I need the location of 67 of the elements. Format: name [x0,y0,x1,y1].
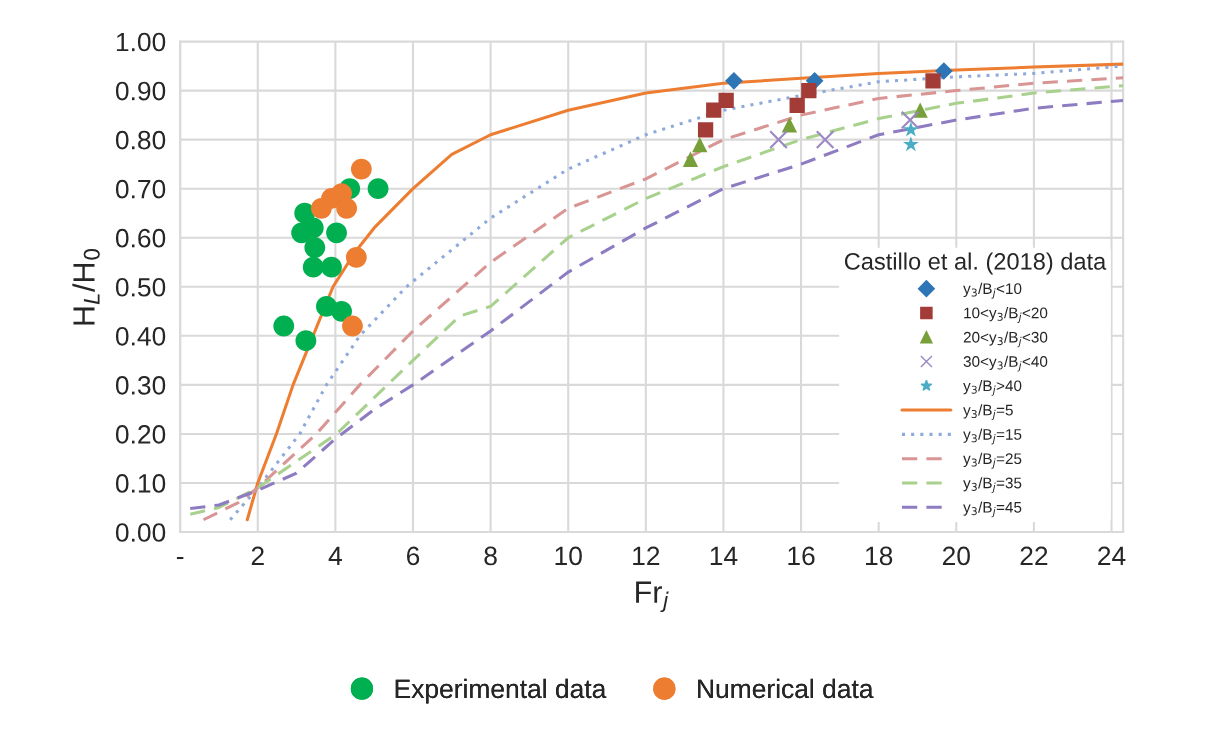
x-tick-label: 22 [1020,546,1048,566]
x-tick-label: 8 [484,546,497,566]
x-tick-label: 18 [866,546,893,566]
legend-label: y$_{3}$/B$_{j}$=5 [963,404,1013,421]
y-tick-label: 0.50 [115,277,166,297]
x-tick-label: 12 [633,546,660,566]
legend-label: Numerical data [698,678,874,699]
x-tick-label: 2 [251,546,264,566]
y-tick-label: 0.80 [115,130,166,150]
point [682,151,699,167]
point [302,217,324,239]
y-tick-label: 1.00 [116,32,166,52]
y-tick-label: 0.30 [115,376,166,395]
y-tick-label: 0.40 [115,326,166,346]
legend-label: y$_{3}$/B$_{j}$=45 [963,501,1022,518]
legend-title: Castillo et al. (2018) data [844,252,1107,275]
point [900,110,920,130]
y-tick-label: 0.20 [115,425,166,444]
point [718,92,734,109]
x-tick-label: 4 [328,546,342,566]
y-axis-title: H$_{L}$/H$_{0}$ [72,248,100,325]
y-tick-label: 0.10 [115,474,166,493]
point [304,237,326,258]
x-tick-label: 10 [555,546,582,566]
point [801,82,817,99]
y-tick-label: 0.70 [115,179,166,199]
point [692,136,708,153]
point [781,117,798,133]
point [345,246,367,268]
point [697,122,714,138]
legend-label: 30<y$_{3}$/B$_{j}$<40 [963,355,1048,372]
x-tick-label: 16 [788,546,815,566]
legend-label: y$_{3}$/B$_{j}$=35 [963,477,1022,493]
point [336,197,358,219]
x-axis-title: Fr$_{j}$ [636,581,669,613]
point [789,97,805,113]
point [326,222,347,244]
point [925,73,941,89]
x-tick-label: 6 [406,546,420,566]
y-tick-label: 0.00 [115,523,166,542]
x-tick-label: - [176,556,184,560]
point [331,300,352,322]
legend-label: Experimental data [395,678,607,704]
point [367,178,389,200]
y-tick-label: 0.90 [115,81,166,101]
legend-label: y$_{3}$/B$_{j}$>40 [963,379,1022,396]
point [273,315,295,337]
y-tick-label: 0.60 [115,228,166,248]
point [342,315,363,337]
x-tick-label: 20 [942,546,970,566]
point [902,136,919,152]
legend-label: y$_{3}$/B$_{j}$=15 [963,428,1022,445]
point [769,130,788,150]
point [902,121,919,137]
point [815,130,835,150]
point [302,256,324,278]
legend-label: 10<y$_{3}$/B$_{j}$<20 [964,307,1048,323]
point [725,71,743,90]
point [321,256,342,278]
x-tick-label: 14 [710,546,738,566]
point [350,158,372,180]
legend-label: y$_{3}$/B$_{j}$=25 [963,452,1022,469]
legend-label: 20<y$_{3}$/B$_{j}$<30 [963,331,1048,348]
x-tick-label: 24 [1098,546,1126,566]
point [706,102,722,118]
point [295,330,317,352]
legend-label: y$_{3}$/B$_{j}$<10 [963,282,1022,299]
